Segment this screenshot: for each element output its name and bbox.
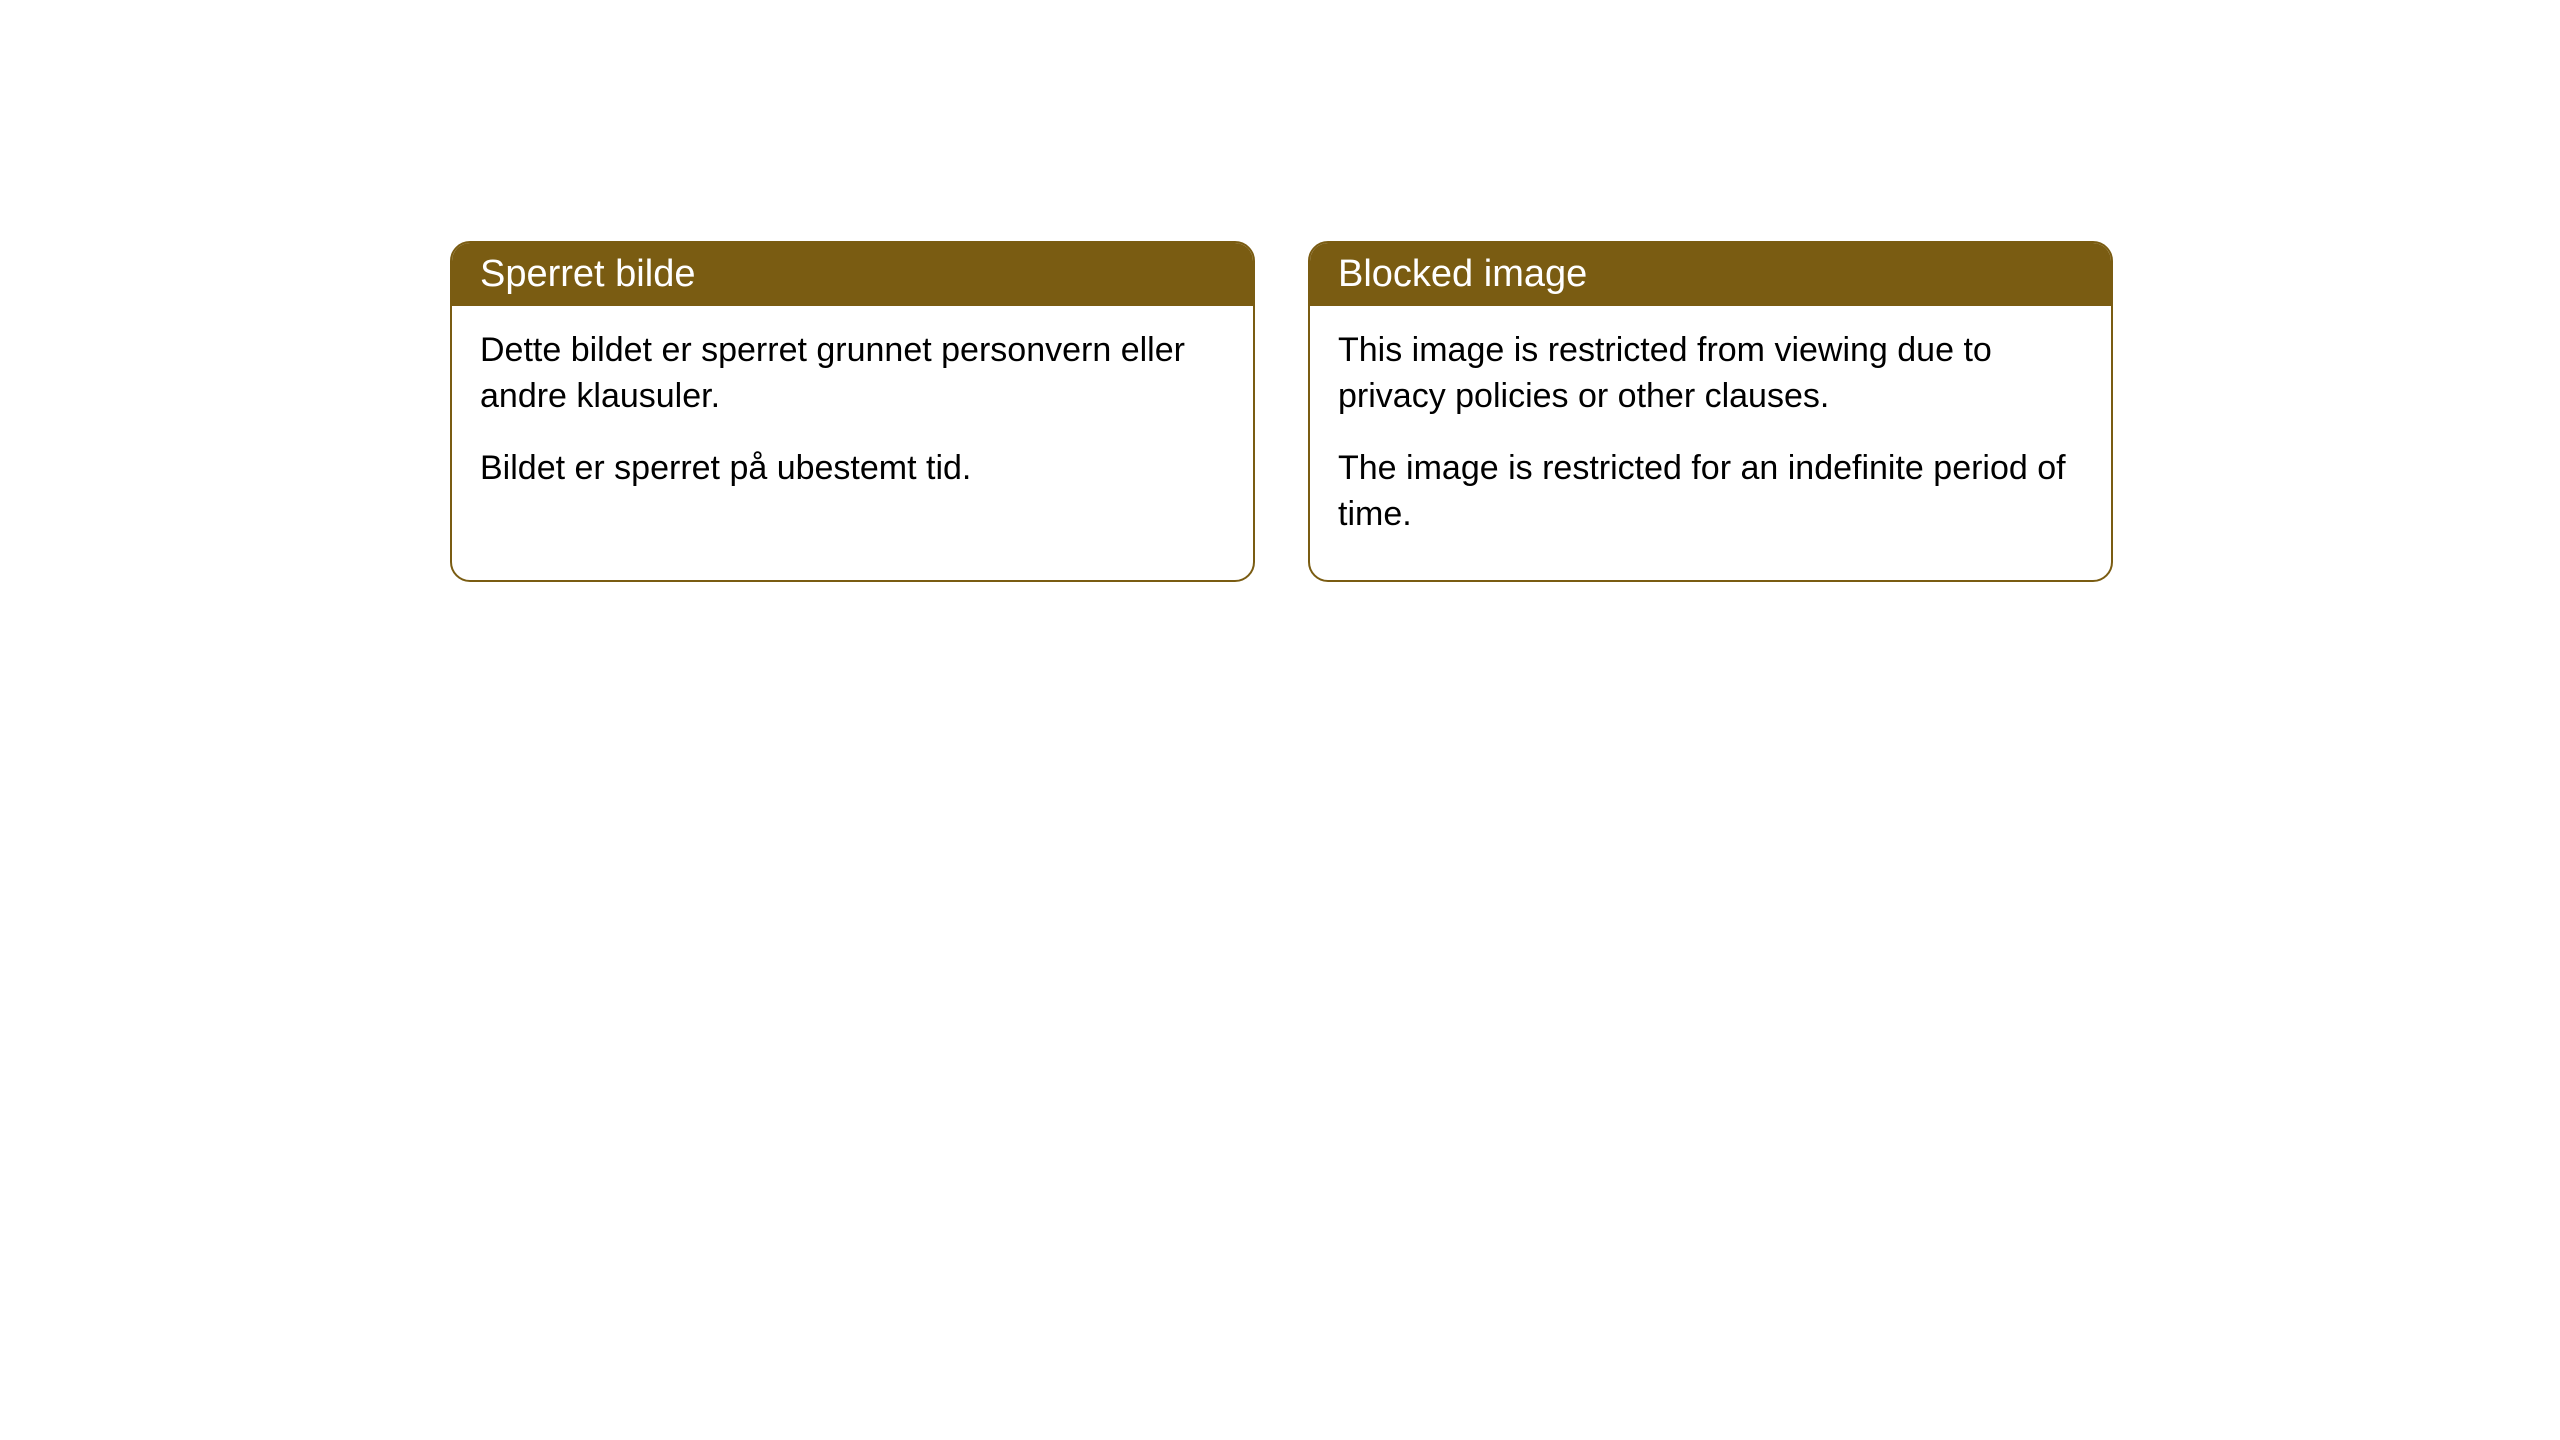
notice-card-header: Sperret bilde: [452, 243, 1253, 306]
notice-paragraph: This image is restricted from viewing du…: [1338, 328, 2083, 420]
notice-card-norwegian: Sperret bilde Dette bildet er sperret gr…: [450, 241, 1255, 582]
notice-card-header: Blocked image: [1310, 243, 2111, 306]
notice-card-english: Blocked image This image is restricted f…: [1308, 241, 2113, 582]
notice-card-title: Blocked image: [1338, 253, 1587, 295]
notice-paragraph: Dette bildet er sperret grunnet personve…: [480, 328, 1225, 420]
notice-card-body: This image is restricted from viewing du…: [1310, 306, 2111, 580]
notice-cards-container: Sperret bilde Dette bildet er sperret gr…: [450, 241, 2113, 582]
notice-card-body: Dette bildet er sperret grunnet personve…: [452, 306, 1253, 534]
notice-paragraph: The image is restricted for an indefinit…: [1338, 446, 2083, 538]
notice-paragraph: Bildet er sperret på ubestemt tid.: [480, 446, 1225, 492]
notice-card-title: Sperret bilde: [480, 253, 695, 295]
